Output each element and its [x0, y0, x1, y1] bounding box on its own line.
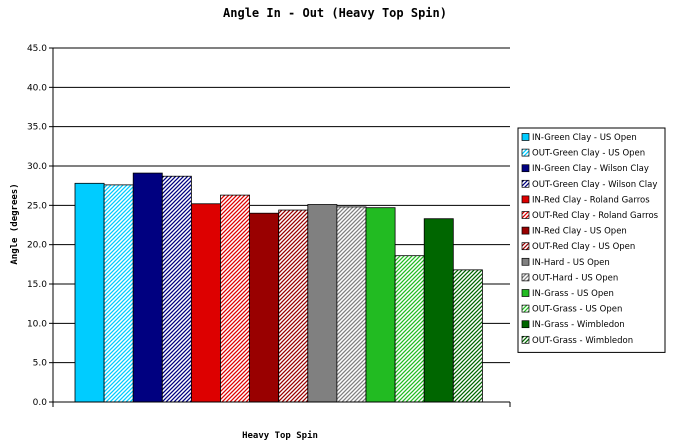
- bar: [365, 207, 396, 403]
- legend-swatch: [521, 242, 530, 251]
- legend-entry: OUT-Green Clay - Wilson Clay: [532, 180, 657, 190]
- bar: [423, 218, 454, 403]
- bar: [336, 206, 367, 403]
- legend-swatch: [521, 226, 530, 235]
- bar: [452, 269, 483, 403]
- legend-entry: OUT-Red Clay - US Open: [532, 242, 635, 252]
- y-tick-label: 25.0: [27, 201, 47, 211]
- y-tick-label: 0.0: [33, 398, 48, 408]
- y-axis-label: Angle (degrees): [10, 183, 20, 264]
- legend-entry: OUT-Hard - US Open: [532, 273, 618, 283]
- y-tick-label: 20.0: [27, 241, 47, 251]
- y-tick-label: 35.0: [27, 123, 47, 133]
- legend-swatch: [521, 164, 530, 173]
- y-tick-label: 45.0: [27, 44, 47, 54]
- y-tick-label: 40.0: [27, 83, 47, 93]
- bar: [249, 212, 280, 403]
- legend-entry: OUT-Grass - Wimbledon: [532, 336, 633, 346]
- bar: [307, 204, 338, 403]
- bar: [161, 175, 192, 403]
- bar: [132, 172, 163, 403]
- y-tick-label: 30.0: [27, 162, 47, 172]
- legend-swatch: [521, 289, 530, 297]
- chart-title: Angle In - Out (Heavy Top Spin): [223, 6, 447, 20]
- legend-swatch: [521, 211, 530, 219]
- legend-entry: IN-Grass - Wimbledon: [532, 320, 625, 330]
- bar: [278, 209, 309, 403]
- legend-entry: IN-Grass - US Open: [532, 289, 614, 299]
- legend-entry: IN-Hard - US Open: [532, 258, 610, 268]
- legend-entry: IN-Green Clay - US Open: [532, 133, 637, 143]
- legend-swatch: [521, 273, 530, 282]
- legend-box: [517, 127, 666, 353]
- legend-entry: OUT-Grass - US Open: [532, 305, 622, 315]
- bar: [394, 255, 425, 403]
- legend-swatch: [521, 133, 530, 141]
- legend-swatch: [521, 320, 530, 329]
- legend-entry: OUT-Green Clay - US Open: [532, 149, 645, 159]
- legend: IN-Green Clay - US Open OUT-Green Clay - …: [517, 127, 666, 353]
- legend-swatch: [521, 335, 530, 344]
- x-axis-label: Heavy Top Spin: [242, 430, 318, 441]
- legend-swatch: [521, 257, 530, 266]
- bar: [190, 203, 221, 403]
- y-tick-label: 15.0: [27, 280, 47, 290]
- legend-entry: OUT-Red Clay - Roland Garros: [532, 211, 659, 221]
- legend-entry: IN-Red Clay - US Open: [532, 227, 627, 237]
- bar: [103, 184, 134, 403]
- bar: [74, 182, 105, 403]
- legend-swatch: [521, 179, 530, 188]
- y-tick-label: 5.0: [33, 359, 48, 369]
- y-tick-labels: 0.0 5.0 10.0 15.0 20.0 25.0 30.0 35.0 40.0 45.0: [27, 44, 47, 408]
- legend-entry: IN-Green Clay - Wilson Clay: [532, 164, 649, 174]
- bars: [74, 172, 483, 403]
- legend-entry: IN-Red Clay - Roland Garros: [532, 195, 650, 205]
- legend-swatch: [521, 304, 530, 313]
- axes: [52, 48, 511, 407]
- legend-swatch: [521, 148, 530, 157]
- y-tick-label: 10.0: [27, 319, 47, 329]
- bar: [220, 194, 251, 403]
- legend-swatch: [521, 195, 530, 204]
